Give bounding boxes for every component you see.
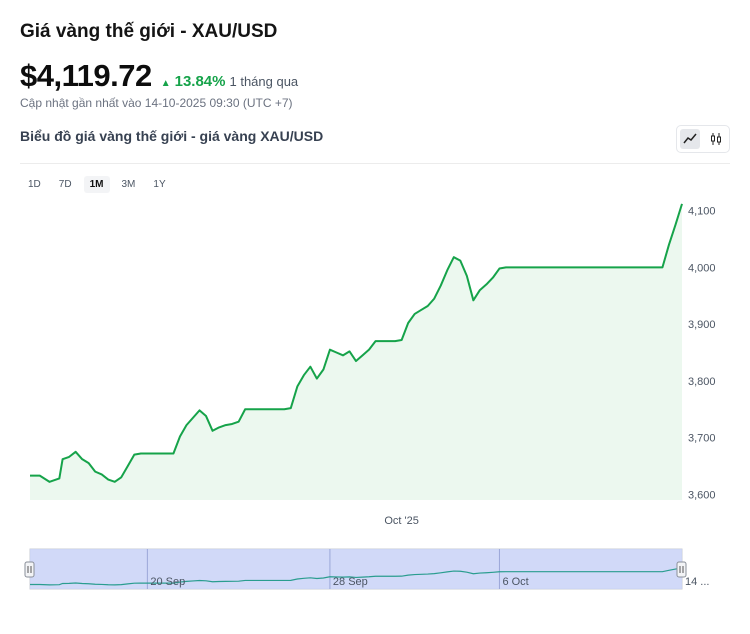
y-tick-label: 3,900	[688, 319, 716, 331]
y-tick-label: 3,700	[688, 433, 716, 445]
y-tick-label: 4,000	[688, 262, 716, 274]
range-1d-button[interactable]: 1D	[28, 179, 41, 190]
range-1m-button[interactable]: 1M	[83, 176, 110, 193]
current-price: $4,119.72	[20, 58, 152, 93]
price-area	[30, 203, 682, 500]
chart-type-toggle	[676, 125, 730, 153]
change-percent: 13.84%	[174, 73, 226, 90]
x-tick-label: Oct '25	[384, 515, 419, 527]
candlestick-icon	[711, 133, 721, 145]
price-row: $4,119.72 ▲ 13.84% 1 tháng qua	[20, 58, 298, 94]
navigator-tick-label: 6 Oct	[502, 576, 528, 588]
navigator-tick-label: 14 ...	[685, 576, 709, 588]
y-tick-label: 3,600	[688, 489, 716, 501]
navigator-tick-label: 28 Sep	[333, 576, 368, 588]
navigator-handle-right[interactable]	[676, 561, 687, 578]
triangle-up-icon: ▲	[160, 78, 171, 89]
range-navigator[interactable]: 20 Sep 28 Sep 6 Oct 14 ...	[24, 548, 709, 590]
candlestick-button[interactable]	[706, 129, 726, 149]
range-7d-button[interactable]: 7D	[58, 179, 72, 190]
chart-subtitle: Biểu đồ giá vàng thế giới - giá vàng XAU…	[20, 128, 324, 144]
range-selector: 1D 7D 1M 3M 1Y	[22, 176, 172, 193]
price-line	[30, 203, 683, 483]
navigator-handle-left[interactable]	[24, 561, 35, 578]
last-updated: Cập nhật gần nhất vào 14-10-2025 09:30 (…	[20, 96, 293, 110]
navigator-selection[interactable]	[30, 549, 682, 589]
range-3m-button[interactable]: 3M	[121, 179, 136, 190]
line-chart-button[interactable]	[680, 129, 700, 149]
navigator-tick-label: 20 Sep	[150, 576, 185, 588]
y-tick-label: 4,100	[688, 206, 716, 218]
navigator-line	[30, 567, 683, 586]
change-period: 1 tháng qua	[229, 74, 299, 89]
line-chart-icon	[683, 133, 697, 144]
y-tick-label: 3,800	[688, 376, 716, 388]
header-divider	[20, 163, 730, 164]
range-1y-button[interactable]: 1Y	[153, 179, 166, 190]
price-change: ▲ 13.84%	[161, 73, 226, 90]
page-title: Giá vàng thế giới - XAU/USD	[20, 21, 278, 42]
